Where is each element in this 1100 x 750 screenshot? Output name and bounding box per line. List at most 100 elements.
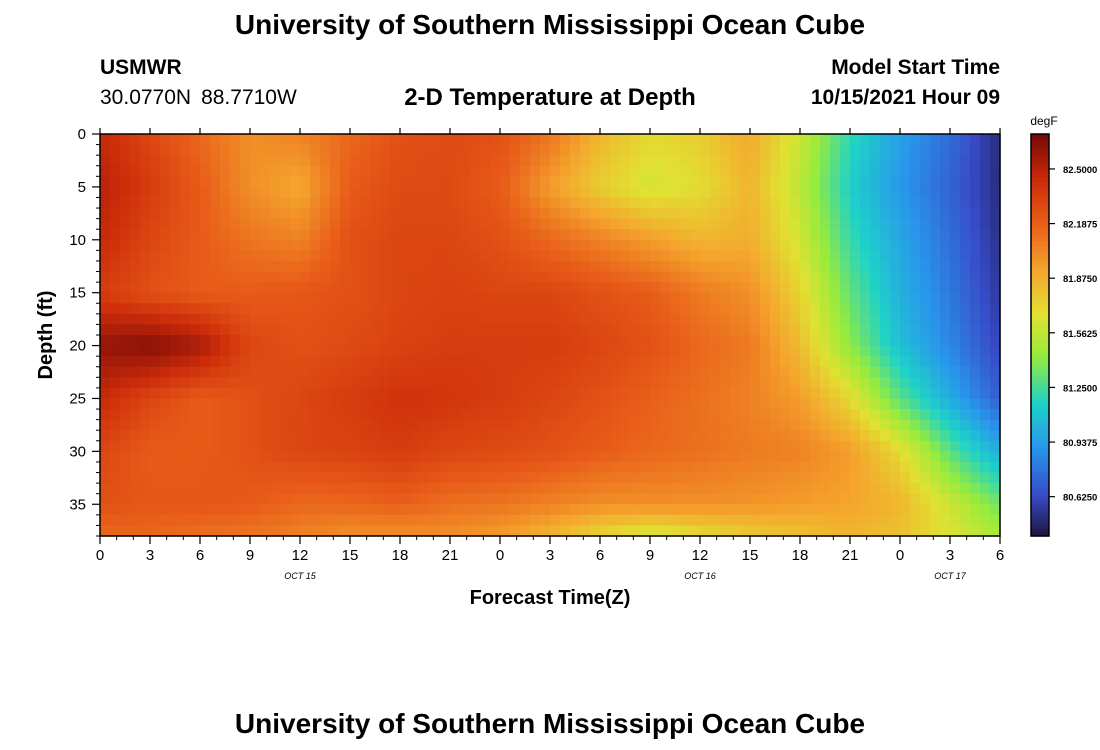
heatmap-cell [530,208,541,220]
heatmap-cell [490,356,501,368]
heatmap-cell [850,250,861,262]
heatmap-cell [350,271,361,283]
heatmap-cell [920,472,931,484]
heatmap-cell [670,155,681,167]
heatmap-cell [200,303,211,315]
heatmap-cell [380,335,391,347]
heatmap-cell [680,313,691,326]
heatmap-cell [330,387,341,400]
heatmap-cell [830,197,841,209]
heatmap-cell [140,155,151,167]
heatmap-cell [900,176,911,188]
heatmap-cell [210,250,221,262]
heatmap-cell [450,260,461,273]
heatmap-cell [600,366,611,378]
heatmap-cell [820,239,831,251]
heatmap-cell [790,483,801,495]
heatmap-cell [240,440,251,452]
heatmap-cell [870,134,881,146]
heatmap-cell [740,218,751,230]
heatmap-cell [430,430,441,442]
heatmap-cell [240,377,251,389]
heatmap-cell [460,260,471,273]
heatmap-cell [710,260,721,273]
heatmap-cell [680,292,691,304]
heatmap-cell [850,134,861,146]
heatmap-cell [210,409,221,421]
heatmap-cell [340,176,351,188]
heatmap-cell [440,155,451,167]
heatmap-cell [270,366,281,378]
heatmap-cell [250,345,261,357]
heatmap-cell [440,260,451,273]
heatmap-cell [880,440,891,452]
heatmap-cell [890,186,901,199]
heatmap-cell [340,144,351,156]
heatmap-cell [420,134,431,146]
heatmap-cell [940,282,951,294]
heatmap-cell [410,186,421,199]
heatmap-cell [910,345,921,357]
heatmap-cell [430,208,441,220]
heatmap-cell [930,514,941,527]
heatmap-cell [910,366,921,378]
heatmap-cell [440,292,451,304]
heatmap-cell [220,345,231,357]
heatmap-cell [440,409,451,421]
heatmap-cell [940,419,951,431]
heatmap-cell [690,229,701,241]
heatmap-cell [670,239,681,251]
heatmap-cell [810,483,821,495]
heatmap-cell [960,398,971,410]
heatmap-cell [430,409,441,421]
heatmap-cell [360,377,371,389]
heatmap-cell [720,134,731,146]
heatmap-cell [120,472,131,484]
heatmap-cell [260,176,271,188]
heatmap-cell [260,313,271,326]
heatmap-cell [120,430,131,442]
heatmap-cell [880,461,891,474]
heatmap-cell [320,451,331,463]
heatmap-cell [910,419,921,431]
colorbar-segment [1031,363,1049,368]
heatmap-cell [100,461,111,474]
heatmap-cell [410,250,421,262]
heatmap-cell [870,218,881,230]
heatmap-cell [730,292,741,304]
heatmap-cell [230,165,241,177]
heatmap-cell [590,324,601,336]
heatmap-cell [920,282,931,294]
heatmap-cell [680,218,691,230]
heatmap-cell [260,165,271,177]
heatmap-cell [500,345,511,357]
heatmap-cell [330,239,341,251]
heatmap-cell [720,409,731,421]
heatmap-cell [440,504,451,516]
heatmap-cell [120,155,131,167]
heatmap-cell [740,472,751,484]
heatmap-cell [350,461,361,474]
heatmap-cell [770,218,781,230]
heatmap-cell [210,461,221,474]
heatmap-cell [190,514,201,527]
heatmap-cell [770,239,781,251]
heatmap-cell [160,292,171,304]
heatmap-cell [620,134,631,146]
heatmap-cell [540,525,551,537]
heatmap-cell [180,165,191,177]
x-tick-label: 12 [292,547,309,564]
heatmap-cell [490,239,501,251]
heatmap-cell [960,504,971,516]
heatmap-cell [460,377,471,389]
heatmap-cell [160,356,171,368]
heatmap-cell [550,165,561,177]
heatmap-cell [720,461,731,474]
heatmap-cell [910,387,921,400]
heatmap-cell [550,493,561,505]
heatmap-cell [890,250,901,262]
heatmap-cell [400,134,411,146]
heatmap-cell [460,504,471,516]
heatmap-cell [370,313,381,326]
heatmap-cell [800,313,811,326]
